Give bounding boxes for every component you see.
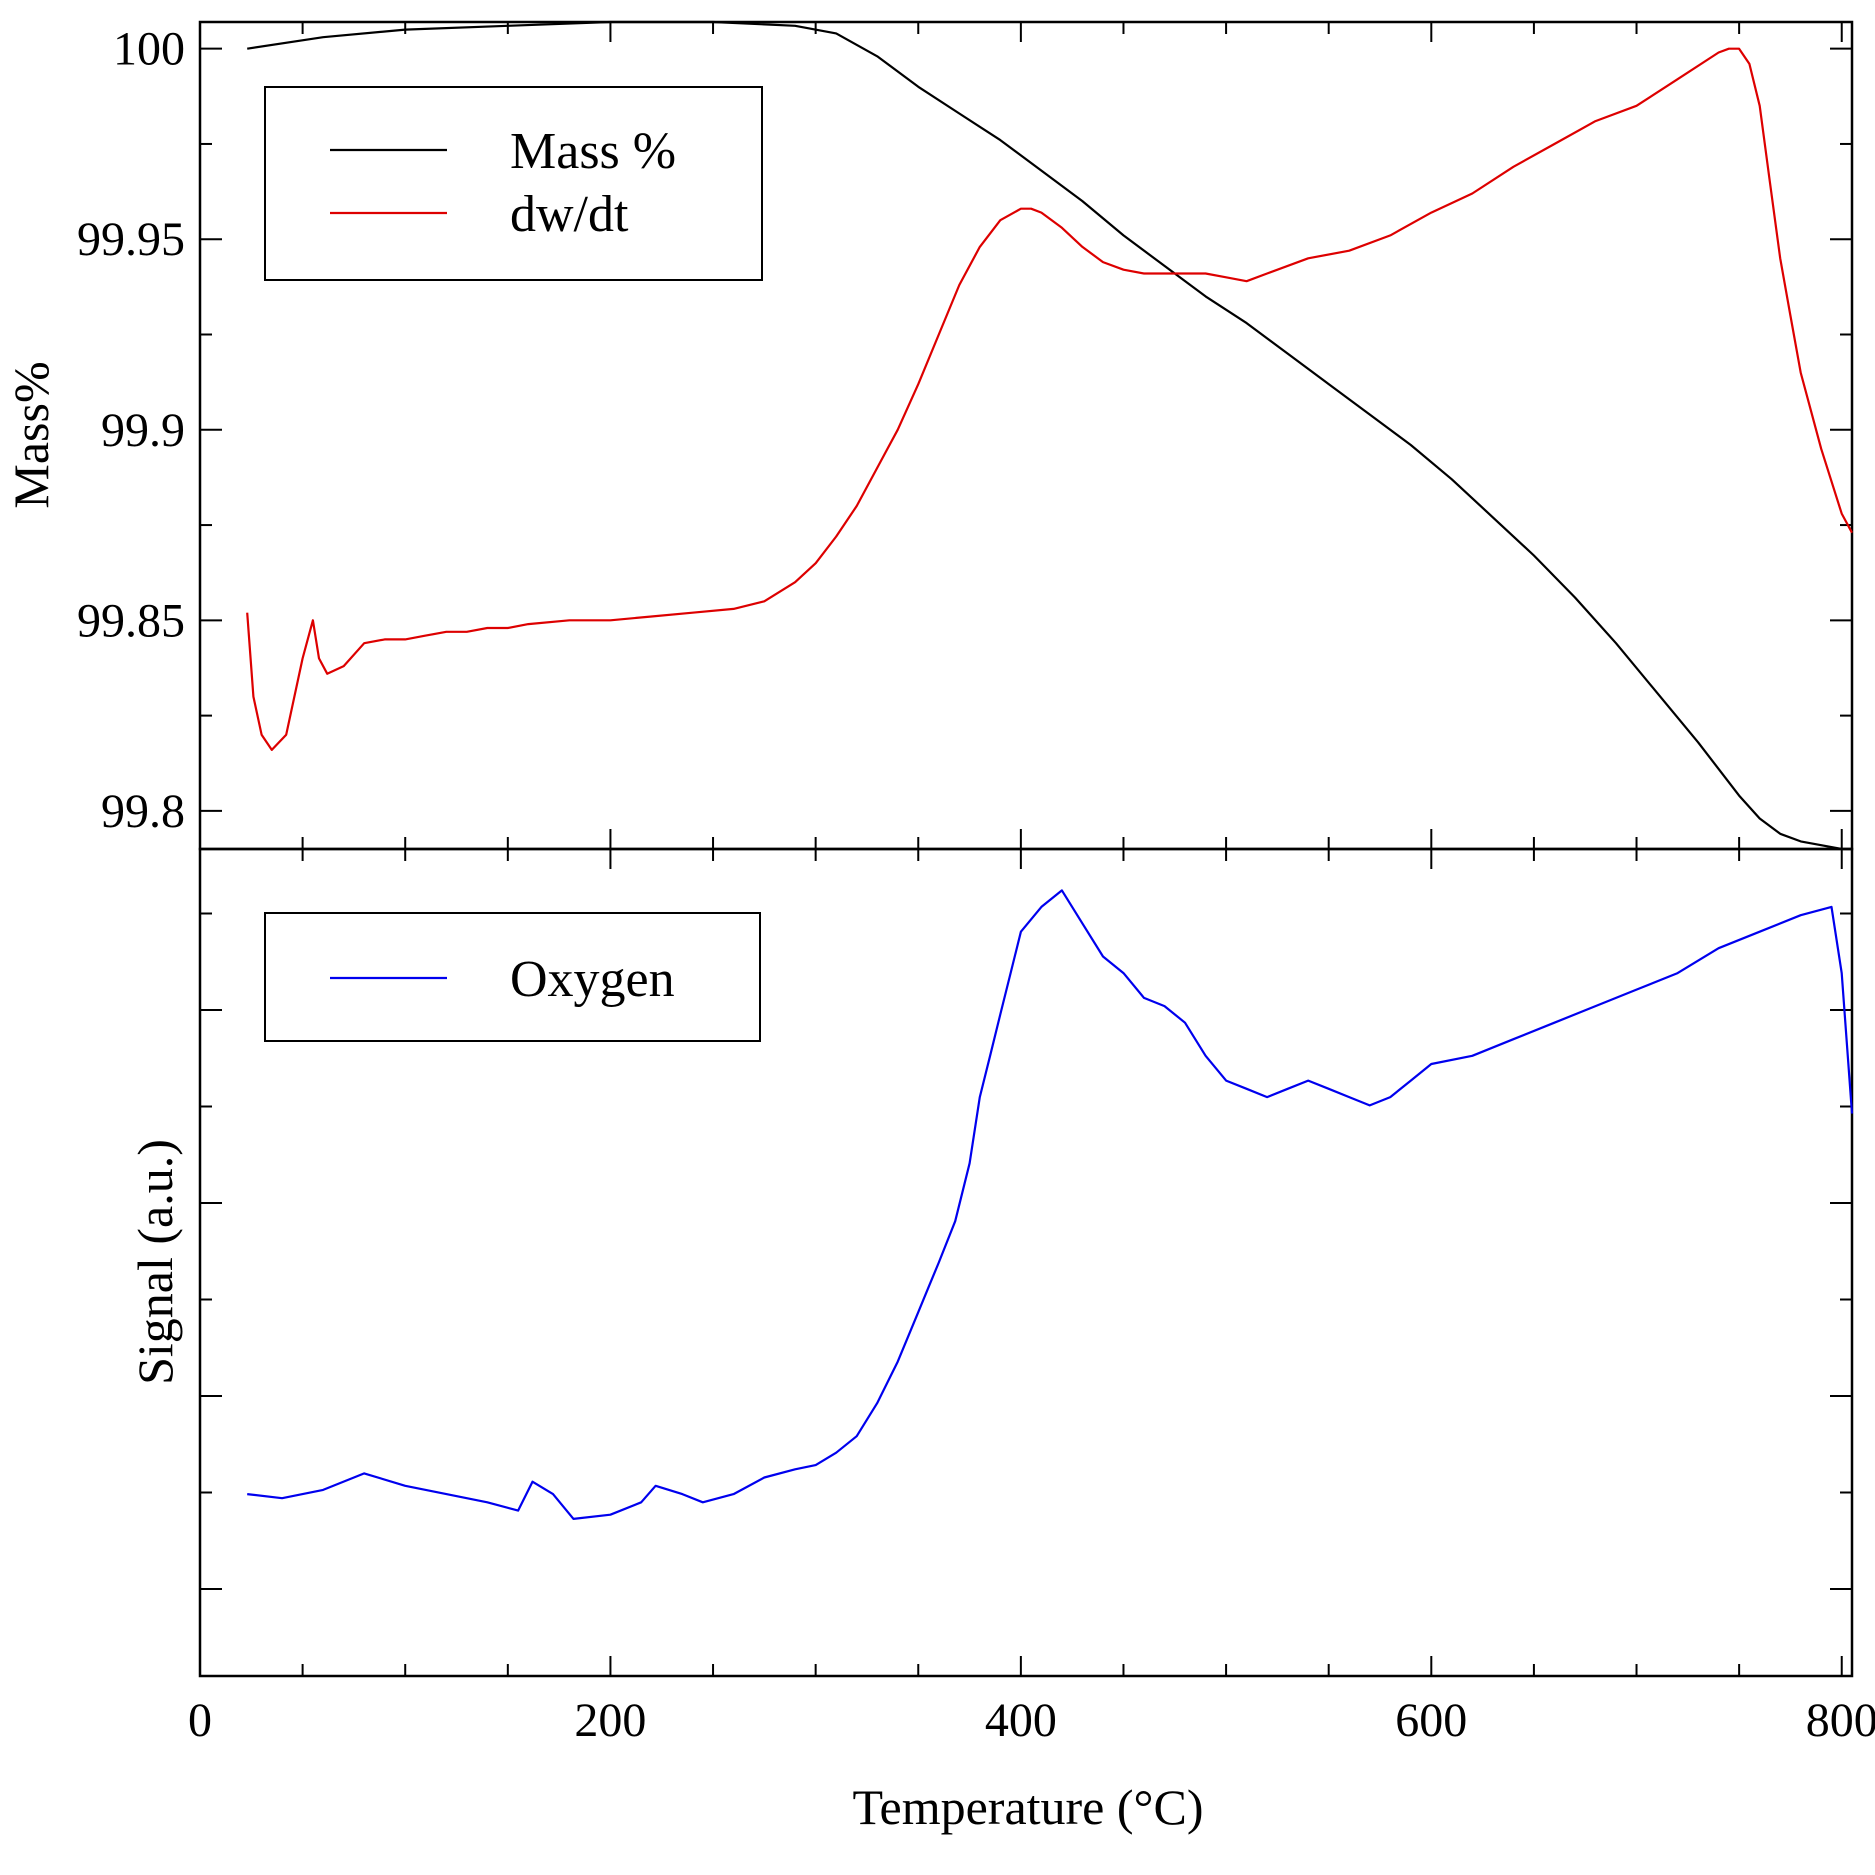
legend-label: dw/dt — [510, 186, 629, 243]
legend-label: Oxygen — [510, 951, 675, 1008]
x-axis-title: Temperature (°C) — [852, 1779, 1203, 1835]
y-tick-label: 99.8 — [101, 785, 185, 838]
top-series — [246, 20, 1853, 851]
legend-box — [264, 86, 763, 281]
y-tick-label: 99.9 — [101, 404, 185, 457]
x-tick-label: 400 — [985, 1694, 1057, 1747]
oxygen-series-line — [247, 889, 1854, 1520]
y-tick-label: 99.85 — [77, 594, 185, 647]
mass-series-line — [247, 20, 1852, 851]
y-tick-label: 99.95 — [77, 213, 185, 266]
bottom-plot-frame — [198, 847, 1854, 1678]
top-panel: 99.8 99.85 99.9 99.95 100 Mass % dw/dt Mass% — [3, 20, 1854, 851]
top-tick-labels: 99.8 99.85 99.9 99.95 100 — [77, 23, 185, 838]
x-tick-label: 800 — [1806, 1694, 1875, 1747]
bottom-panel: 0 200 400 600 800 Oxygen Signal (a.u.) Tempe… — [127, 847, 1875, 1835]
y-tick-label: 100 — [113, 23, 185, 76]
bottom-y-axis-title: Signal (a.u.) — [127, 1139, 183, 1385]
top-legend: Mass % dw/dt — [264, 86, 763, 281]
bottom-axis-ticks — [199, 849, 1852, 1676]
top-y-axis-title: Mass% — [3, 361, 59, 508]
dw-dt-series-line — [246, 47, 1853, 751]
x-tick-label: 0 — [188, 1694, 212, 1747]
bottom-tick-labels: 0 200 400 600 800 — [188, 1694, 1875, 1747]
legend-label: Mass % — [510, 123, 676, 180]
x-tick-label: 200 — [574, 1694, 646, 1747]
top-axis-ticks — [199, 22, 1852, 849]
bottom-series — [247, 889, 1854, 1520]
bottom-legend: Oxygen — [264, 912, 761, 1042]
x-tick-label: 600 — [1395, 1694, 1467, 1747]
